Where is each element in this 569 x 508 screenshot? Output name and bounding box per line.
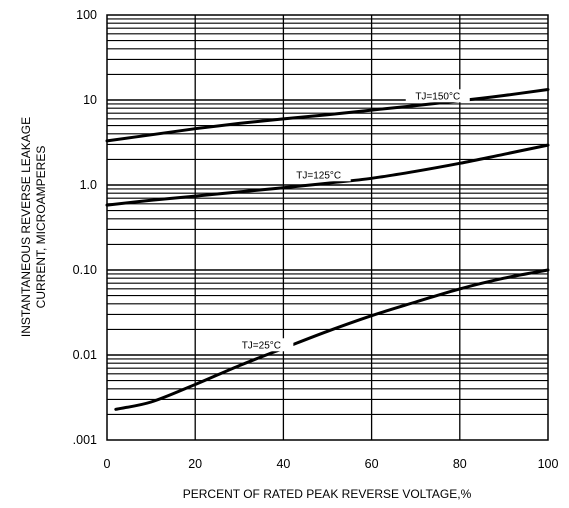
series-label-bg <box>229 338 294 352</box>
x-tick-label: 0 <box>104 457 111 471</box>
series-label-1: TJ=125°C <box>296 170 341 181</box>
series-line-1 <box>105 143 550 207</box>
x-tick-label: 80 <box>453 457 467 471</box>
y-axis-label-line-2: CURRENT, MICROAMPERES <box>34 146 48 309</box>
series-label-bg <box>286 168 351 182</box>
y-axis-label-line-1: INSTANTANEOUS REVERSE LEAKAGE <box>19 117 33 337</box>
x-tick-label: 20 <box>188 457 202 471</box>
x-axis-label: PERCENT OF RATED PEAK REVERSE VOLTAGE,% <box>183 487 472 501</box>
x-tick-label: 60 <box>365 457 379 471</box>
y-tick-label: .001 <box>73 433 97 447</box>
grid-lines <box>107 15 548 440</box>
series-label-2: TJ=25°C <box>242 340 281 351</box>
y-tick-label: 0.10 <box>73 263 97 277</box>
y-tick-label: 10 <box>83 93 97 107</box>
series-label-0: TJ=150°C <box>415 91 460 102</box>
x-tick-label: 100 <box>538 457 559 471</box>
y-tick-label: 1.0 <box>80 178 97 192</box>
series-line-2 <box>114 268 550 411</box>
y-tick-label: 100 <box>76 8 97 22</box>
x-tick-label: 40 <box>276 457 290 471</box>
plot-frame <box>106 14 549 441</box>
tick-labels: 0 20 40 60 80 100 .001 0.01 0.10 1.0 10 100 <box>73 8 559 471</box>
y-axis-label: INSTANTANEOUS REVERSE LEAKAGE CURRENT, M… <box>19 117 48 337</box>
series-layer: TJ=150°C TJ=125°C TJ=25°C <box>105 88 550 411</box>
y-tick-label: 0.01 <box>73 348 97 362</box>
series-label-bg <box>405 89 470 103</box>
series-line-0 <box>105 88 550 143</box>
